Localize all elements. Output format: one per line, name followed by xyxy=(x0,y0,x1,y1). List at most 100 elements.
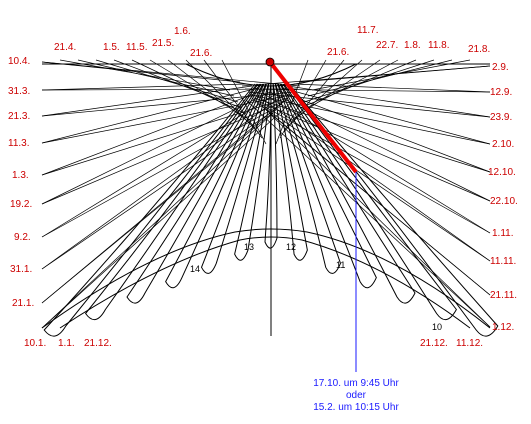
date-line xyxy=(41,109,277,304)
date-label: 10.4. xyxy=(8,56,30,67)
date-line xyxy=(268,112,491,328)
hour-line xyxy=(264,83,278,249)
top-left-date-labels: 21.4. 1.5. 11.5. 21.5. 1.6. 21.6. xyxy=(54,26,212,59)
hour-line xyxy=(59,236,471,329)
date-line xyxy=(41,61,301,87)
date-label: 22.10. xyxy=(490,196,518,207)
date-line xyxy=(41,99,295,329)
hour-label: 13 xyxy=(244,242,254,252)
date-label: 11.5. xyxy=(126,42,148,53)
hour-line xyxy=(277,83,377,289)
date-line xyxy=(203,59,263,139)
date-line xyxy=(299,59,417,109)
date-line xyxy=(95,59,239,103)
date-line xyxy=(275,89,491,173)
date-line xyxy=(241,65,491,87)
date-line xyxy=(293,83,491,93)
date-label: 12.10. xyxy=(488,167,516,178)
hour-line xyxy=(280,83,416,304)
left-date-labels: 10.4. 31.3. 21.3. 11.3. 1.3. 19.2. 9.2. … xyxy=(8,56,34,309)
bottom-date-labels: 10.1. 1.1. 21.12. 21.12. 11.12. xyxy=(24,338,483,349)
date-line xyxy=(257,95,491,262)
date-label: 31.3. xyxy=(8,86,30,97)
date-label: 2.9. xyxy=(492,62,509,73)
hour-line xyxy=(185,63,357,87)
date-line xyxy=(59,59,231,91)
date-line xyxy=(41,112,274,329)
hour-line xyxy=(286,83,499,337)
date-label: 1.11. xyxy=(492,228,514,239)
hour-line xyxy=(234,83,272,261)
date-line xyxy=(41,89,265,176)
hour-line xyxy=(43,83,258,337)
date-line xyxy=(263,93,491,234)
date-line xyxy=(281,87,491,145)
date-label: 11.12. xyxy=(456,338,483,349)
date-line xyxy=(41,95,283,270)
reading-line-1: 17.10. um 9:45 Uhr xyxy=(313,378,399,389)
date-line xyxy=(221,59,267,145)
date-line xyxy=(269,91,491,202)
date-line xyxy=(185,59,259,133)
date-label: 21.5. xyxy=(152,38,174,49)
date-label: 23.9. xyxy=(490,112,512,123)
date-label: 21.12. xyxy=(84,338,112,349)
date-label: 9.2. xyxy=(14,232,31,243)
date-line xyxy=(41,85,253,117)
date-line xyxy=(113,59,243,109)
date-label: 11.8. xyxy=(428,40,450,51)
date-line xyxy=(265,109,491,296)
hour-line xyxy=(41,228,491,329)
hour-line xyxy=(126,83,264,304)
date-label: 1.8. xyxy=(404,40,421,51)
hour-line xyxy=(200,83,269,274)
date-label: 21.6. xyxy=(190,48,212,59)
hour-label: 14 xyxy=(190,264,200,274)
date-line xyxy=(262,106,491,262)
date-line xyxy=(41,106,280,270)
date-label: 1.12. xyxy=(492,322,514,333)
date-line xyxy=(41,93,277,238)
hour-line xyxy=(275,83,342,274)
date-label: 11.3. xyxy=(8,138,30,149)
hour-line xyxy=(272,83,308,261)
date-label: 22.7. xyxy=(376,40,398,51)
date-label: 1.1. xyxy=(58,338,75,349)
date-label: 12.9. xyxy=(490,87,512,98)
date-label: 10.1. xyxy=(24,338,46,349)
gnomon-point xyxy=(265,57,275,67)
date-line xyxy=(303,59,435,103)
hour-labels: 14 13 12 11 10 xyxy=(190,242,442,332)
reading-line-2: oder xyxy=(346,390,367,401)
date-line xyxy=(41,83,247,91)
date-label: 1.6. xyxy=(174,26,191,37)
reading-annotation: 17.10. um 9:45 Uhr oder 15.2. um 10:15 U… xyxy=(313,378,399,413)
date-line xyxy=(295,59,399,115)
hour-line xyxy=(84,83,261,320)
date-label: 11.7. xyxy=(357,25,379,36)
date-label: 2.10. xyxy=(492,139,514,150)
date-label: 21.1. xyxy=(12,298,34,309)
date-line xyxy=(41,97,289,176)
hour-label: 10 xyxy=(432,322,442,332)
date-label: 21.12. xyxy=(420,338,448,349)
date-label: 21.3. xyxy=(8,111,30,122)
date-label: 19.2. xyxy=(10,199,32,210)
date-label: 21.11. xyxy=(490,290,517,301)
top-right-date-labels: 21.6. 11.7. 22.7. 1.8. 11.8. 21.8. xyxy=(327,25,490,58)
date-label: 31.1. xyxy=(10,264,32,275)
date-line xyxy=(307,59,453,97)
date-line xyxy=(259,103,491,234)
hour-line xyxy=(165,83,267,289)
date-label: 1.5. xyxy=(103,42,120,53)
reading-line-3: 15.2. um 10:15 Uhr xyxy=(313,402,399,413)
date-line xyxy=(250,94,491,145)
date-label: 21.6. xyxy=(327,47,349,58)
hour-lines xyxy=(41,63,499,337)
date-line xyxy=(287,59,363,127)
date-label: 11.11. xyxy=(490,256,516,267)
date-line xyxy=(287,85,491,118)
date-line xyxy=(41,91,271,205)
date-line xyxy=(275,59,309,145)
